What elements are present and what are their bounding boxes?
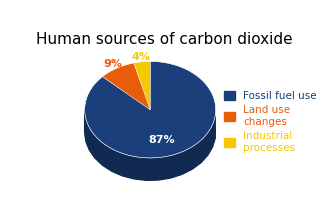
Polygon shape xyxy=(85,110,215,180)
Legend: Fossil fuel use, Land use
changes, Industrial
processes: Fossil fuel use, Land use changes, Indus… xyxy=(224,91,317,153)
Polygon shape xyxy=(134,61,150,110)
Polygon shape xyxy=(85,61,216,158)
Text: 87%: 87% xyxy=(148,135,175,145)
Text: 9%: 9% xyxy=(103,59,122,69)
Text: Human sources of carbon dioxide: Human sources of carbon dioxide xyxy=(36,32,292,47)
Polygon shape xyxy=(102,63,150,110)
Ellipse shape xyxy=(85,84,216,180)
Text: 4%: 4% xyxy=(132,52,150,62)
